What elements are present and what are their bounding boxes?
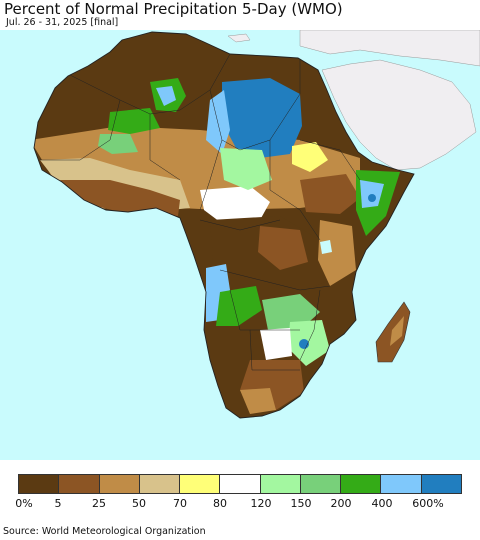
africa-outline [33,31,415,419]
mali-green [108,108,160,134]
ethiopia-yellow [292,142,328,172]
legend-swatch [220,475,261,493]
mediterranean-islands [227,33,251,43]
arabian-peninsula [321,59,477,171]
chad-sudan-wet [222,78,302,158]
legend-tick: 200 [330,497,352,510]
legend-tick: 120 [250,497,272,510]
madagascar-tan [390,316,404,346]
legend-swatch [139,475,181,493]
angola-green [216,286,262,326]
legend-swatch [381,475,422,493]
legend-tick: 600% [412,497,444,510]
country-borders [40,53,361,371]
ethiopia-mix [300,174,360,214]
legend-tick: 25 [92,497,106,510]
legend-colorbar [18,474,462,494]
legend-tick: 0% [15,497,33,510]
legend-swatch [59,475,100,493]
legend-tick: 5 [54,497,62,510]
legend-tick: 150 [290,497,312,510]
lake-victoria [320,240,332,254]
legend-swatch [300,475,342,493]
somalia-dot [368,194,376,202]
map-subtitle: Jul. 26 - 31, 2025 [final] [6,17,119,28]
legend-swatch [180,475,221,493]
legend-tick: 400 [371,497,393,510]
precipitation-map [0,30,480,460]
east-africa-tan [318,220,356,286]
legend-tick: 50 [132,497,146,510]
legend-swatch [341,475,382,493]
congo-mix [258,226,308,270]
zimbabwe-white [260,328,292,360]
burkina-green [98,134,138,154]
map-title: Percent of Normal Precipitation 5-Day (W… [4,0,343,18]
niger-green-ring [156,86,176,106]
chad-wet-edge [206,90,230,154]
zambia-green [262,294,320,330]
europe-landmass [299,30,480,67]
legend-swatch [421,475,461,493]
gulf-guinea-dry [60,180,180,216]
car-white [200,186,270,222]
legend-swatch [99,475,140,493]
legend-tick: 80 [213,497,227,510]
legend-tick: 70 [173,497,187,510]
south-africa-tan [240,388,276,414]
cameroon-green [220,148,272,190]
legend-swatch [260,475,301,493]
mozambique-mix [288,320,330,366]
legend-swatch [19,475,60,493]
source-credit: Source: World Meteorological Organizatio… [3,526,206,537]
